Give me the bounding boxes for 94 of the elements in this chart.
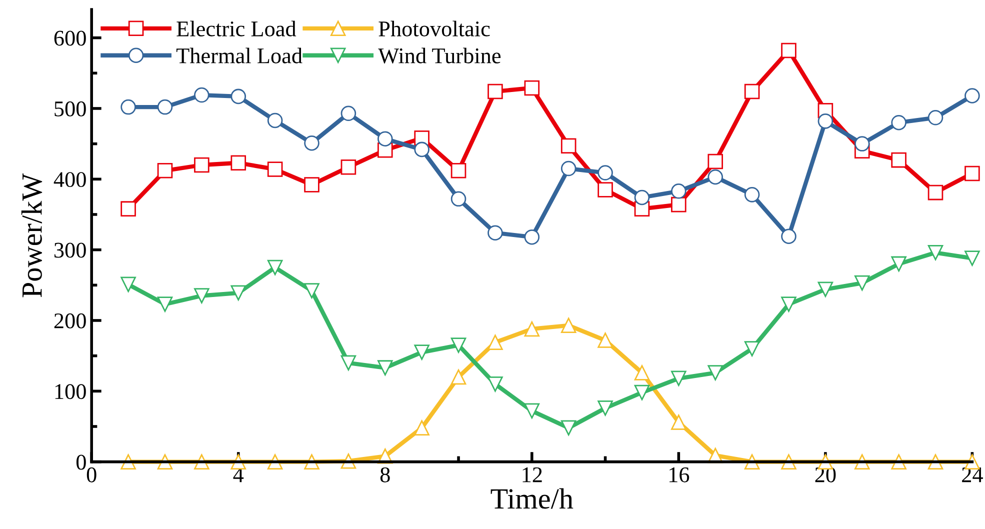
point — [414, 142, 430, 158]
point — [891, 454, 906, 470]
point — [157, 163, 173, 178]
point — [891, 152, 906, 168]
point — [524, 229, 540, 245]
point — [267, 260, 283, 276]
point — [194, 87, 210, 103]
point — [854, 275, 870, 291]
point — [450, 338, 466, 353]
point — [377, 360, 393, 376]
point — [120, 201, 136, 216]
point — [708, 154, 723, 170]
point — [157, 296, 173, 312]
x-tick-label: 0 — [86, 467, 96, 482]
x-tick-label: 16 — [670, 467, 690, 482]
point — [488, 376, 503, 392]
point — [598, 400, 613, 416]
y-axis-title: Power/kW — [21, 173, 42, 298]
x-axis-title: Time/h — [490, 488, 574, 509]
point — [120, 276, 136, 292]
point — [560, 138, 576, 154]
point — [671, 196, 686, 212]
point — [304, 135, 320, 151]
point — [340, 159, 356, 175]
y-tick-label: 500 — [54, 101, 86, 116]
legend-label: Electric Load — [176, 20, 296, 36]
y-tick-label: 600 — [54, 30, 86, 46]
point — [267, 112, 283, 128]
point — [120, 99, 136, 115]
point — [671, 370, 686, 386]
point — [818, 114, 834, 129]
point — [891, 256, 906, 272]
point — [598, 332, 613, 348]
point — [598, 165, 613, 180]
point — [928, 110, 944, 126]
y-tick-label: 300 — [54, 242, 86, 258]
y-tick-label: 0 — [76, 454, 86, 470]
point — [964, 88, 980, 104]
x-tick-label: 8 — [380, 467, 390, 482]
point — [891, 114, 906, 130]
point — [450, 369, 466, 385]
point — [414, 344, 430, 360]
point — [488, 84, 503, 100]
point — [560, 318, 576, 334]
point — [230, 88, 246, 104]
legend-label: Thermal Load — [176, 48, 302, 64]
point — [744, 341, 760, 356]
point — [854, 136, 870, 152]
point — [377, 131, 393, 146]
point — [304, 283, 320, 298]
point — [340, 355, 356, 371]
point — [634, 365, 650, 380]
point — [488, 225, 503, 240]
point — [560, 420, 576, 436]
point — [744, 454, 760, 470]
point — [744, 187, 760, 202]
point — [194, 157, 210, 173]
point — [634, 190, 650, 206]
point — [524, 403, 540, 419]
point — [340, 106, 356, 122]
point — [781, 228, 796, 244]
point — [524, 80, 540, 96]
point — [450, 163, 466, 178]
point — [671, 184, 686, 199]
point — [230, 285, 246, 301]
point — [781, 42, 796, 58]
legend-label: Wind Turbine — [378, 48, 501, 64]
point — [964, 166, 980, 182]
point — [818, 282, 834, 298]
point — [598, 182, 613, 198]
point — [708, 365, 723, 380]
point — [964, 250, 980, 266]
point — [708, 169, 723, 185]
point — [524, 321, 540, 337]
point — [928, 184, 944, 200]
x-tick-label: 12 — [522, 467, 542, 482]
point — [450, 191, 466, 207]
point — [230, 155, 246, 171]
y-tick-label: 400 — [54, 172, 86, 188]
point — [671, 414, 686, 430]
point — [414, 420, 430, 436]
point — [781, 296, 796, 312]
point — [744, 84, 760, 100]
legend-label: Photovoltaic — [378, 20, 490, 36]
point — [928, 244, 944, 260]
point — [560, 160, 576, 176]
y-tick-label: 100 — [55, 384, 86, 400]
point — [194, 288, 210, 304]
point — [267, 162, 283, 177]
point — [157, 99, 173, 115]
point — [488, 334, 503, 350]
point — [304, 177, 320, 192]
y-tick-label: 200 — [54, 313, 86, 328]
point — [634, 384, 650, 400]
